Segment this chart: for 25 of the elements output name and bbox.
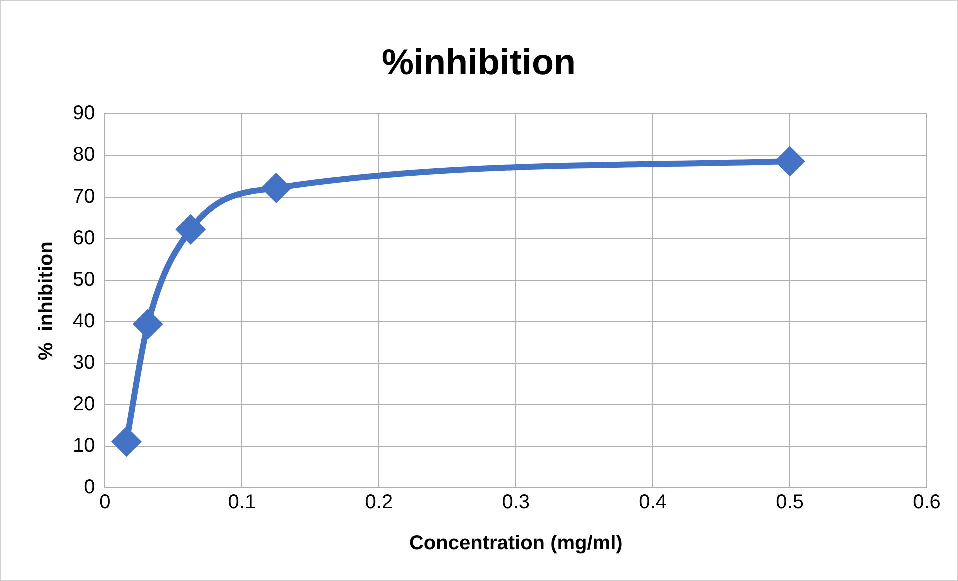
- x-tick-label: 0.4: [639, 492, 667, 514]
- x-tick-label: 0.2: [365, 492, 394, 514]
- x-tick-label: 0.3: [502, 492, 530, 514]
- x-tick-label: 0: [100, 492, 111, 514]
- y-tick-label: 60: [72, 227, 96, 250]
- point: [262, 174, 290, 202]
- x-tick-label: 0.6: [913, 492, 941, 514]
- y-tick-label: 20: [72, 393, 96, 416]
- y-axis-title: % inhibition: [36, 242, 58, 361]
- y-tick-label: 90: [72, 102, 96, 125]
- y-tick-label: 30: [72, 352, 96, 374]
- x-axis-title: Concentration (mg/ml): [409, 532, 623, 555]
- y-tick-label: 70: [72, 186, 96, 208]
- y-tick-label: 40: [72, 310, 96, 332]
- chart-title: %inhibition: [382, 42, 576, 83]
- y-tick-label: 0: [84, 476, 96, 499]
- y-tick-label: 10: [72, 434, 96, 457]
- point: [776, 148, 804, 176]
- point: [134, 310, 162, 338]
- x-tick-label: 0.1: [228, 492, 256, 514]
- point: [112, 428, 141, 456]
- x-tick-label: 0.5: [776, 492, 804, 514]
- point: [176, 216, 205, 244]
- y-tick-label: 80: [72, 144, 96, 166]
- y-tick-label: 50: [72, 268, 96, 291]
